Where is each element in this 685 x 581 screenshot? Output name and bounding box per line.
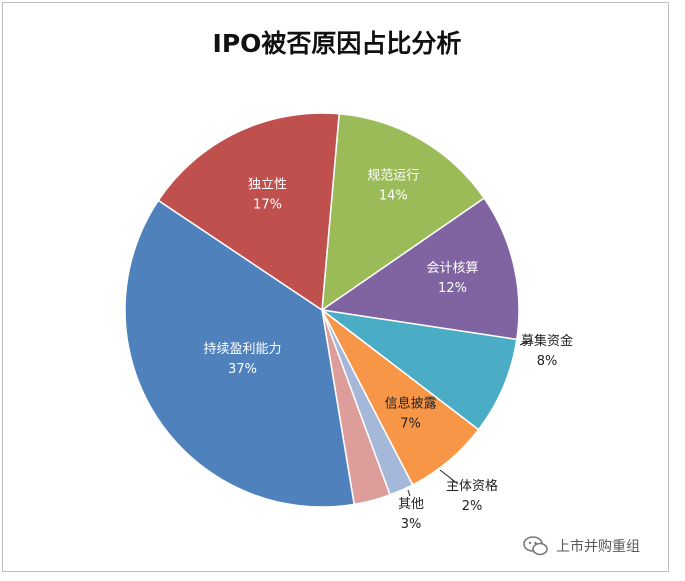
slice-label-2: 会计核算 bbox=[426, 261, 478, 276]
slice-pct-label-6: 3% bbox=[401, 517, 422, 532]
slice-label-6: 其他 bbox=[398, 497, 424, 512]
watermark: 上市并购重组 bbox=[522, 534, 640, 558]
slice-label-8: 独立性 bbox=[248, 177, 287, 192]
slice-label-4: 信息披露 bbox=[385, 396, 437, 412]
slice-label-3: 募集资金 bbox=[521, 333, 573, 349]
chart-title: IPO被否原因占比分析 bbox=[213, 29, 462, 58]
pie-slice-3 bbox=[321, 309, 518, 431]
pie-slice-8 bbox=[157, 112, 340, 312]
leader-line-3 bbox=[519, 339, 533, 346]
slice-pct-label-8: 17% bbox=[253, 197, 282, 212]
slice-pct-label-4: 7% bbox=[400, 417, 421, 432]
slice-pct-label-5: 2% bbox=[462, 499, 483, 514]
slice-pct-label-1: 14% bbox=[379, 188, 408, 203]
slice-pct-label-7: 37% bbox=[228, 362, 257, 377]
leader-line-5 bbox=[439, 469, 459, 485]
slice-label-5: 主体资格 bbox=[446, 478, 498, 494]
leader-line-6 bbox=[407, 489, 411, 497]
pie-slice-7 bbox=[124, 199, 356, 508]
pie-slice-1 bbox=[321, 112, 486, 312]
slice-label-7: 持续盈利能力 bbox=[203, 342, 281, 357]
slice-pct-label-3: 8% bbox=[537, 354, 558, 369]
slice-label-1: 规范运行 bbox=[367, 168, 419, 183]
wechat-icon bbox=[523, 536, 548, 556]
slice-pct-label-2: 12% bbox=[438, 281, 467, 296]
watermark-text: 上市并购重组 bbox=[556, 539, 640, 555]
pie-slice-2 bbox=[320, 197, 520, 341]
